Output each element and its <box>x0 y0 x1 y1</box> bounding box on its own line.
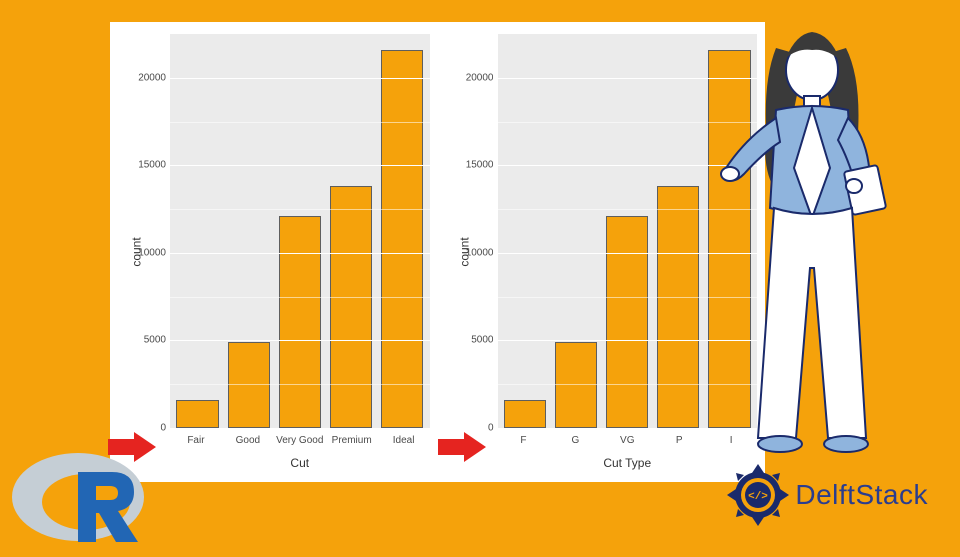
plot-area-left: 05000100001500020000 <box>170 34 430 428</box>
gridline <box>170 78 430 79</box>
gridline-minor <box>170 384 430 385</box>
gridline <box>170 428 430 429</box>
bar <box>330 186 372 428</box>
delftstack-badge: </> DelftStack <box>727 464 928 526</box>
gridline <box>170 253 430 254</box>
ytick-label: 10000 <box>466 247 494 258</box>
xtick-label: Premium <box>326 435 378 446</box>
xticks-left: FairGoodVery GoodPremiumIdeal <box>170 435 430 446</box>
xtick-label: Very Good <box>274 435 326 446</box>
ytick-label: 0 <box>488 423 494 434</box>
xtick-label: Fair <box>170 435 222 446</box>
bar <box>279 216 321 428</box>
woman-illustration-icon <box>716 18 906 458</box>
gear-icon: </> <box>727 464 789 526</box>
bar <box>381 50 423 428</box>
delftstack-label: DelftStack <box>795 479 928 511</box>
ytick-label: 5000 <box>471 335 493 346</box>
xtick-label: P <box>653 435 705 446</box>
xtick-label: F <box>498 435 550 446</box>
bar <box>504 400 546 428</box>
gridline <box>170 340 430 341</box>
charts-container: count 05000100001500020000 FairGoodVery … <box>110 22 765 482</box>
ytick-label: 10000 <box>138 247 166 258</box>
xtick-label: VG <box>601 435 653 446</box>
arrow-icon <box>438 430 486 464</box>
ytick-label: 20000 <box>466 72 494 83</box>
ytick-label: 20000 <box>138 72 166 83</box>
x-axis-label: Cut Type <box>498 456 758 470</box>
xtick-label: G <box>549 435 601 446</box>
bar <box>606 216 648 428</box>
r-logo-icon <box>8 442 158 552</box>
xtick-label: Good <box>222 435 274 446</box>
bars-left <box>170 34 430 428</box>
gridline-minor <box>170 297 430 298</box>
bar <box>657 186 699 428</box>
gridline <box>170 165 430 166</box>
svg-text:</>: </> <box>748 491 768 503</box>
gridline-minor <box>170 122 430 123</box>
bar <box>176 400 218 428</box>
gridline-minor <box>170 209 430 210</box>
ytick-label: 5000 <box>144 335 166 346</box>
chart-left: count 05000100001500020000 FairGoodVery … <box>110 22 438 482</box>
ytick-label: 15000 <box>466 160 494 171</box>
xtick-label: Ideal <box>378 435 430 446</box>
ytick-label: 15000 <box>138 160 166 171</box>
x-axis-label: Cut <box>170 456 430 470</box>
ytick-label: 0 <box>160 423 166 434</box>
